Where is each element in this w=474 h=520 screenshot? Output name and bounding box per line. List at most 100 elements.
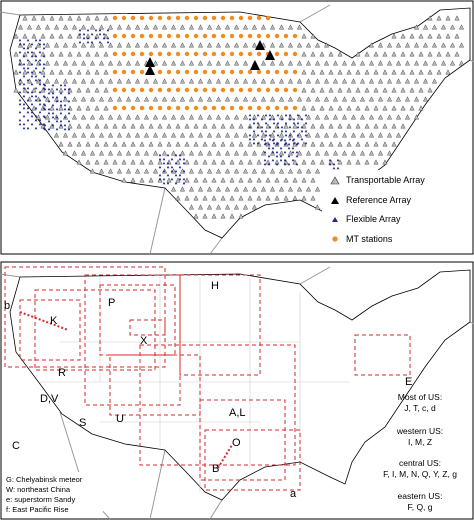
station-marker (188, 168, 195, 174)
station-marker (30, 114, 34, 118)
station-marker (332, 132, 339, 138)
station-marker (256, 159, 262, 165)
station-marker (377, 78, 384, 84)
mt-station (157, 51, 163, 57)
mt-station (283, 51, 289, 57)
mt-station (211, 87, 217, 93)
station-marker (116, 168, 123, 174)
station-marker (247, 159, 253, 165)
station-marker (51, 115, 55, 119)
station-marker (143, 168, 150, 174)
station-marker (346, 141, 352, 147)
station-marker (310, 51, 316, 57)
station-marker (63, 103, 67, 107)
station-marker (178, 153, 182, 157)
station-marker (350, 78, 357, 84)
station-marker (85, 123, 91, 129)
station-marker (391, 141, 397, 147)
station-marker (184, 195, 190, 201)
station-marker (89, 150, 96, 156)
mt-station (130, 51, 136, 57)
station-marker (296, 113, 300, 117)
station-marker (215, 186, 222, 192)
station-marker (238, 141, 244, 147)
station-marker (58, 15, 64, 21)
station-marker (252, 117, 256, 121)
station-marker (26, 98, 30, 102)
station-marker (271, 150, 275, 154)
event-track (19, 311, 233, 469)
station-marker (166, 123, 172, 129)
station-marker (116, 114, 123, 120)
region-label: K (50, 315, 58, 327)
station-marker (107, 42, 114, 48)
station-marker (197, 186, 204, 192)
station-marker (287, 78, 294, 84)
station-marker (314, 168, 321, 174)
station-marker (197, 42, 204, 48)
station-marker (34, 66, 38, 70)
station-marker (314, 132, 321, 138)
station-marker (269, 114, 276, 120)
station-marker (202, 195, 208, 201)
station-marker (229, 123, 235, 129)
legend-box (322, 170, 470, 250)
mt-station (139, 69, 145, 75)
station-marker (62, 42, 69, 48)
station-marker (44, 24, 51, 30)
station-marker (206, 24, 213, 30)
mt-station (166, 69, 172, 75)
mt-station (265, 87, 271, 93)
station-marker (188, 186, 195, 192)
station-marker (319, 123, 325, 129)
station-marker (400, 33, 406, 39)
mt-station (193, 87, 199, 93)
note-items: F, Q, g (407, 502, 432, 512)
station-marker (22, 86, 26, 90)
station-marker (382, 159, 388, 165)
station-marker (152, 114, 159, 120)
station-marker (89, 42, 96, 48)
region-label: A,L (229, 407, 246, 419)
station-marker (377, 42, 384, 48)
station-marker (184, 141, 190, 147)
station-marker (85, 15, 91, 21)
station-marker (197, 96, 204, 102)
station-marker (49, 105, 55, 111)
station-marker (89, 78, 96, 84)
station-marker (233, 96, 240, 102)
station-marker (418, 105, 424, 111)
station-marker (76, 159, 82, 165)
station-marker (178, 165, 182, 169)
mt-station (283, 69, 289, 75)
station-marker (229, 159, 235, 165)
station-marker (328, 123, 334, 129)
station-marker (152, 168, 159, 174)
station-marker (368, 96, 375, 102)
mt-station (121, 105, 127, 111)
station-marker (247, 195, 253, 201)
station-marker (18, 50, 22, 54)
station-marker (13, 69, 19, 75)
mt-station (175, 87, 181, 93)
station-marker (121, 159, 127, 165)
station-marker (400, 87, 406, 93)
station-marker (215, 114, 222, 120)
station-marker (395, 78, 402, 84)
station-marker (296, 78, 303, 84)
station-marker (238, 195, 244, 201)
station-marker (386, 150, 393, 156)
station-marker (53, 24, 60, 30)
station-marker (94, 36, 98, 40)
station-marker (242, 168, 249, 174)
station-marker (139, 177, 145, 183)
station-marker (55, 127, 59, 131)
station-marker (276, 113, 280, 117)
station-marker (143, 42, 150, 48)
legend: Transportable Array Reference Array Flex… (322, 170, 470, 250)
station-marker (268, 117, 272, 121)
event-key-box (3, 472, 103, 517)
station-marker (182, 177, 186, 181)
mt-station (157, 15, 163, 21)
station-marker (94, 87, 100, 93)
